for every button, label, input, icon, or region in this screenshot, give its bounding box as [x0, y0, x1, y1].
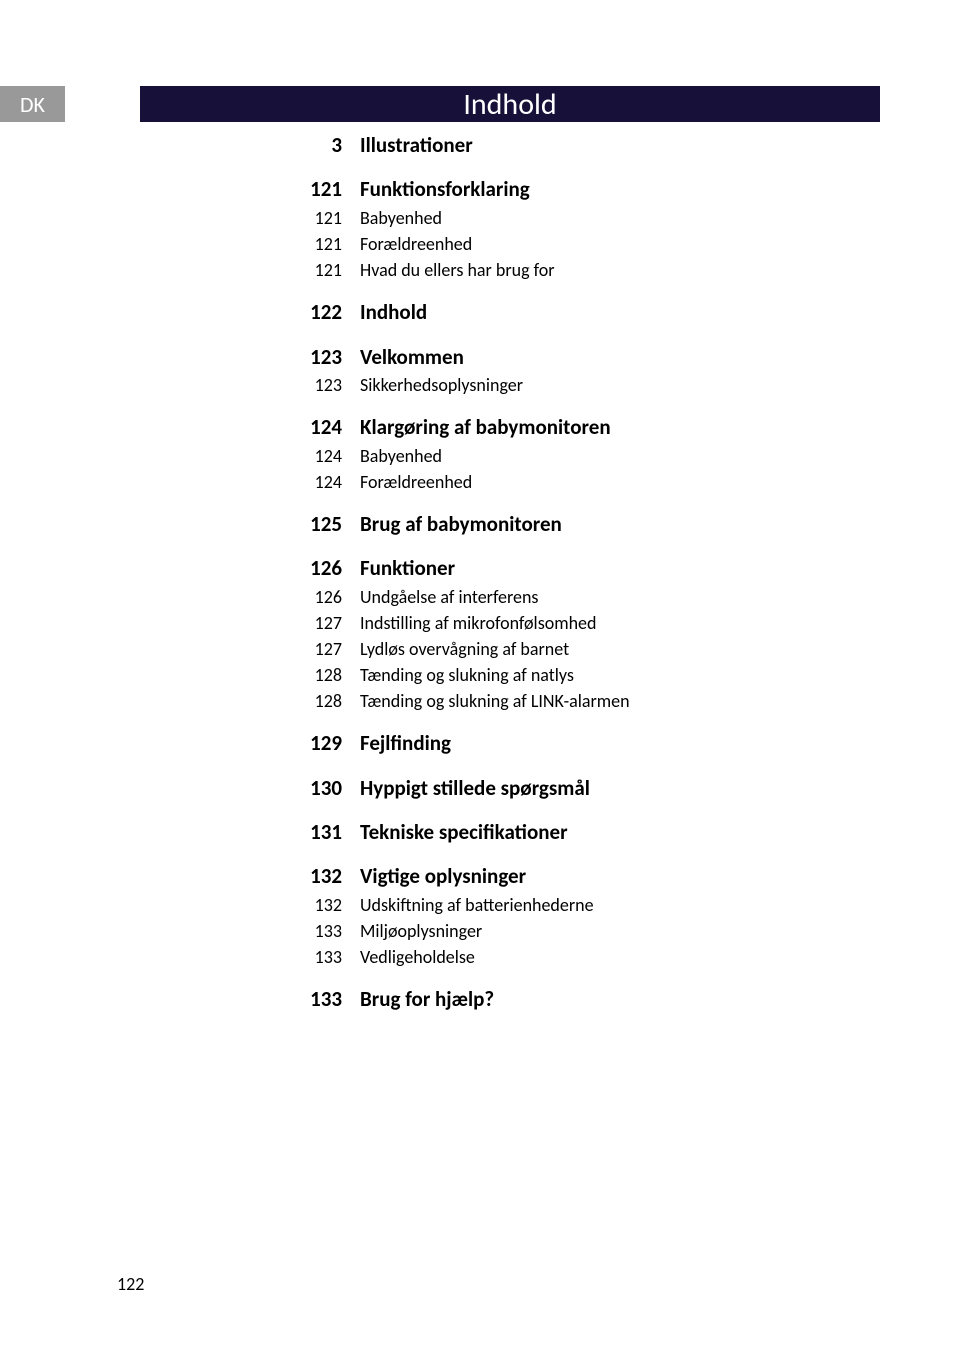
toc-section-title: Illustrationer — [360, 130, 865, 160]
toc-section: 133Brug for hjælp? — [305, 984, 865, 1014]
toc-section-heading: 123Velkommen — [305, 342, 865, 372]
toc-section-title: Fejlfinding — [360, 728, 865, 758]
toc-sub-title: Babyenhed — [360, 443, 865, 469]
toc-page-number: 3 — [305, 130, 360, 160]
toc-sub-title: Indstilling af mikrofonfølsomhed — [360, 610, 865, 636]
toc-sub-title: Tænding og slukning af natlys — [360, 662, 865, 688]
toc-page-number: 127 — [305, 636, 360, 662]
toc-page-number: 125 — [305, 509, 360, 539]
toc-page-number: 128 — [305, 662, 360, 688]
toc-sub-item: 128Tænding og slukning af LINK-alarmen — [305, 688, 865, 714]
toc-page-number: 121 — [305, 257, 360, 283]
toc-page-number: 126 — [305, 553, 360, 583]
toc-sub-title: Vedligeholdelse — [360, 944, 865, 970]
toc-sub-item: 124Babyenhed — [305, 443, 865, 469]
toc-sub-item: 133Vedligeholdelse — [305, 944, 865, 970]
toc-sub-title: Tænding og slukning af LINK-alarmen — [360, 688, 865, 714]
toc-page-number: 124 — [305, 412, 360, 442]
toc-sub-item: 132Udskiftning af batterienhederne — [305, 892, 865, 918]
toc-page-number: 121 — [305, 231, 360, 257]
toc-sub-item: 126Undgåelse af interferens — [305, 584, 865, 610]
toc-page-number: 129 — [305, 728, 360, 758]
toc-section-title: Brug af babymonitoren — [360, 509, 865, 539]
toc-section-heading: 124Klargøring af babymonitoren — [305, 412, 865, 442]
toc-section: 121Funktionsforklaring121Babyenhed121For… — [305, 174, 865, 283]
toc-page-number: 130 — [305, 773, 360, 803]
toc-section-heading: 129Fejlfinding — [305, 728, 865, 758]
toc-page-number: 131 — [305, 817, 360, 847]
toc-section: 129Fejlfinding — [305, 728, 865, 758]
toc-sub-item: 128Tænding og slukning af natlys — [305, 662, 865, 688]
toc-sub-item: 121Forældreenhed — [305, 231, 865, 257]
toc-section: 124Klargøring af babymonitoren124Babyenh… — [305, 412, 865, 495]
toc-page-number: 123 — [305, 372, 360, 398]
toc-sub-title: Sikkerhedsoplysninger — [360, 372, 865, 398]
page-title-bar: Indhold — [140, 86, 880, 122]
toc-section-title: Indhold — [360, 297, 865, 327]
toc-section-title: Hyppigt stillede spørgsmål — [360, 773, 865, 803]
toc-section: 122Indhold — [305, 297, 865, 327]
toc-sub-item: 121Hvad du ellers har brug for — [305, 257, 865, 283]
toc-sub-item: 124Forældreenhed — [305, 469, 865, 495]
toc-section-title: Vigtige oplysninger — [360, 861, 865, 891]
toc-sub-title: Forældreenhed — [360, 469, 865, 495]
toc-page-number: 121 — [305, 174, 360, 204]
toc-section-heading: 125Brug af babymonitoren — [305, 509, 865, 539]
toc-section-title: Funktioner — [360, 553, 865, 583]
toc-section-title: Funktionsforklaring — [360, 174, 865, 204]
toc-sub-title: Udskiftning af batterienhederne — [360, 892, 865, 918]
toc-section-heading: 121Funktionsforklaring — [305, 174, 865, 204]
toc-sub-item: 121Babyenhed — [305, 205, 865, 231]
toc-sub-title: Undgåelse af interferens — [360, 584, 865, 610]
toc-sub-item: 133Miljøoplysninger — [305, 918, 865, 944]
toc-page-number: 127 — [305, 610, 360, 636]
toc-section-heading: 131Tekniske specifikationer — [305, 817, 865, 847]
toc-section-heading: 122Indhold — [305, 297, 865, 327]
toc-section-heading: 133Brug for hjælp? — [305, 984, 865, 1014]
toc-section-title: Klargøring af babymonitoren — [360, 412, 865, 442]
toc-section-title: Tekniske specifikationer — [360, 817, 865, 847]
toc-sub-title: Miljøoplysninger — [360, 918, 865, 944]
toc-section-heading: 130Hyppigt stillede spørgsmål — [305, 773, 865, 803]
toc-sub-item: 123Sikkerhedsoplysninger — [305, 372, 865, 398]
page-number: 122 — [117, 1273, 144, 1295]
toc-section-title: Velkommen — [360, 342, 865, 372]
toc-section: 130Hyppigt stillede spørgsmål — [305, 773, 865, 803]
toc-sub-title: Hvad du ellers har brug for — [360, 257, 865, 283]
toc-section-heading: 126Funktioner — [305, 553, 865, 583]
toc-sub-item: 127Lydløs overvågning af barnet — [305, 636, 865, 662]
toc-sub-title: Lydløs overvågning af barnet — [360, 636, 865, 662]
toc-page-number: 126 — [305, 584, 360, 610]
toc-page-number: 124 — [305, 443, 360, 469]
toc-section-heading: 132Vigtige oplysninger — [305, 861, 865, 891]
toc-section: 126Funktioner126Undgåelse af interferens… — [305, 553, 865, 714]
toc-page-number: 133 — [305, 944, 360, 970]
toc-section: 125Brug af babymonitoren — [305, 509, 865, 539]
toc-page-number: 123 — [305, 342, 360, 372]
toc-sub-title: Forældreenhed — [360, 231, 865, 257]
toc-section-heading: 3Illustrationer — [305, 130, 865, 160]
table-of-contents: 3Illustrationer121Funktionsforklaring121… — [305, 130, 865, 1015]
toc-section: 3Illustrationer — [305, 130, 865, 160]
toc-page-number: 122 — [305, 297, 360, 327]
language-tab: DK — [0, 86, 65, 122]
toc-section: 131Tekniske specifikationer — [305, 817, 865, 847]
toc-page-number: 128 — [305, 688, 360, 714]
toc-section-title: Brug for hjælp? — [360, 984, 865, 1014]
toc-section: 132Vigtige oplysninger132Udskiftning af … — [305, 861, 865, 970]
toc-sub-title: Babyenhed — [360, 205, 865, 231]
toc-page-number: 133 — [305, 984, 360, 1014]
toc-page-number: 124 — [305, 469, 360, 495]
toc-page-number: 133 — [305, 918, 360, 944]
toc-page-number: 121 — [305, 205, 360, 231]
toc-section: 123Velkommen123Sikkerhedsoplysninger — [305, 342, 865, 399]
toc-sub-item: 127Indstilling af mikrofonfølsomhed — [305, 610, 865, 636]
toc-page-number: 132 — [305, 892, 360, 918]
toc-page-number: 132 — [305, 861, 360, 891]
